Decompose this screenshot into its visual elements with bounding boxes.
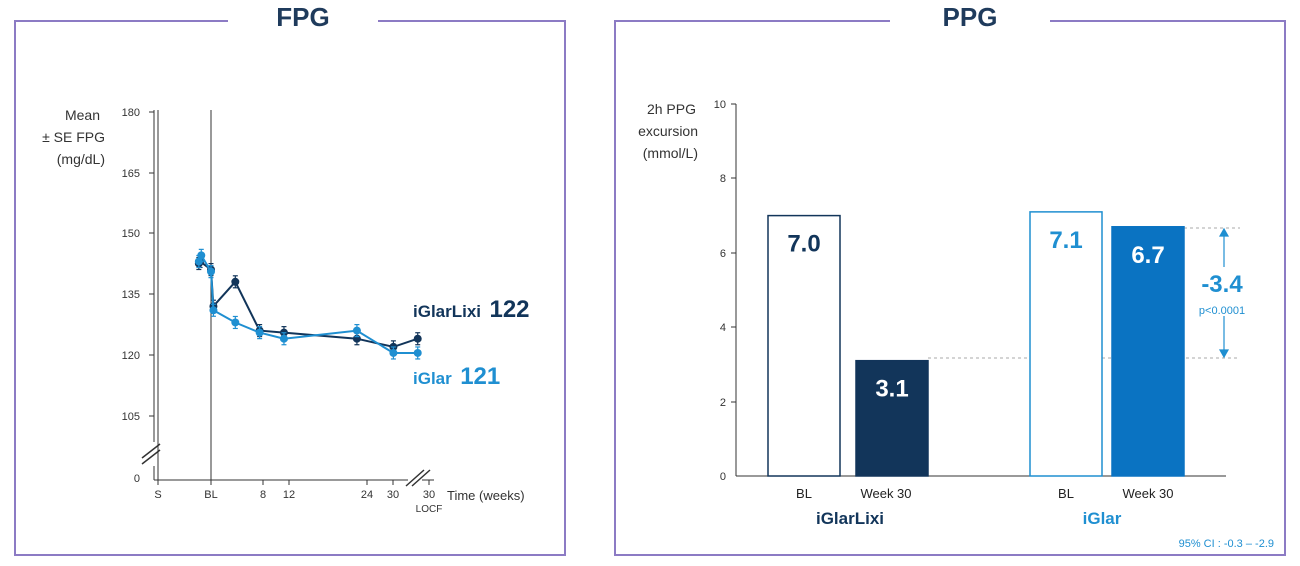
fpg-ytick-120: 120: [122, 350, 140, 362]
fpg-point: [413, 348, 422, 357]
ppg-ytick-8: 8: [720, 173, 726, 185]
fpg-y-break: [141, 443, 161, 465]
fpg-locf-label: LOCF: [416, 504, 443, 515]
fpg-point: [207, 267, 215, 276]
fpg-ytick-165: 165: [122, 168, 140, 180]
ppg-group-iglar: iGlar: [1083, 509, 1122, 528]
ppg-ylabel-line1: 2h PPG: [647, 101, 696, 117]
fpg-xlabel: Time (weeks): [447, 488, 525, 503]
fpg-yticks: 180 165 150 135 120 105 0: [122, 107, 154, 485]
fpg-ytick-180: 180: [122, 107, 140, 119]
fpg-line-0: [197, 260, 419, 348]
ppg-ci-label: 95% CI : -0.3 – -2.9: [1179, 538, 1274, 550]
fpg-xtick-bl: BL: [204, 489, 217, 501]
fpg-xtick-12: 12: [283, 489, 295, 501]
fpg-ytick-0: 0: [134, 473, 140, 485]
ppg-title-rule-right: [1042, 20, 1286, 22]
fpg-label-iglar-value: 121: [460, 363, 500, 390]
fpg-point: [255, 328, 264, 337]
fpg-point: [231, 318, 240, 327]
fpg-label-iglar-name: iGlar: [413, 369, 452, 388]
ppg-chart: 2h PPG excursion (mmol/L) 10 8 6 4 2 0 7…: [638, 99, 1274, 550]
fpg-xtick-s: S: [154, 489, 161, 501]
fpg-xtick-24: 24: [361, 489, 373, 501]
ppg-ytick-6: 6: [720, 248, 726, 260]
fpg-ytick-150: 150: [122, 228, 140, 240]
ppg-group-iglarlixi: iGlarLixi: [816, 509, 884, 528]
fpg-ylabel-line1: Mean: [65, 107, 100, 123]
fpg-ylabel: Mean ± SE FPG (mg/dL): [42, 107, 105, 167]
ppg-p-label: p<0.0001: [1199, 305, 1245, 317]
ppg-bar-value-0: 7.0: [787, 231, 820, 258]
fpg-label-iglarlixi-name: iGlarLixi: [413, 302, 481, 321]
ppg-ytick-10: 10: [714, 99, 726, 111]
fpg-line-1: [197, 253, 418, 354]
fpg-chart: Mean ± SE FPG (mg/dL) 180 165 150 135 12…: [42, 107, 530, 515]
fpg-point: [209, 306, 218, 315]
fpg-series-iglarlixi: [194, 254, 422, 354]
ppg-category-labels: BL Week 30 BL Week 30: [796, 486, 1173, 501]
ppg-bar-value-1: 3.1: [875, 376, 908, 403]
fpg-title-rule-left: [14, 20, 218, 22]
ppg-bar-value-3: 6.7: [1131, 242, 1164, 269]
fpg-point: [389, 348, 398, 357]
fpg-label-iglar: iGlar 121: [413, 363, 500, 390]
ppg-cat-iglar-week30: Week 30: [1122, 486, 1173, 501]
fpg-point: [279, 334, 288, 343]
ppg-title-rule-left: [614, 20, 880, 22]
ppg-ytick-2: 2: [720, 397, 726, 409]
ppg-title: PPG: [890, 2, 1050, 33]
fpg-title-rule-right: [378, 20, 566, 22]
ppg-bars: 7.0 3.1 7.1 6.7: [767, 211, 1185, 477]
ppg-bar-value-2: 7.1: [1049, 227, 1082, 254]
fpg-x-break: [405, 469, 431, 487]
ppg-diff-label: -3.4: [1201, 271, 1243, 298]
ppg-bar-3: [1111, 226, 1185, 477]
fpg-series-iglar: [194, 248, 422, 360]
fpg-ytick-105: 105: [122, 411, 140, 423]
ppg-cat-iglarlixi-week30: Week 30: [860, 486, 911, 501]
fpg-point: [413, 334, 422, 343]
ppg-cat-iglar-bl: BL: [1058, 486, 1074, 501]
ppg-diff-arrow: [1218, 227, 1230, 359]
ppg-ytick-4: 4: [720, 322, 726, 334]
fpg-xtick-30: 30: [387, 489, 399, 501]
fpg-xtick-30-locf: 30: [423, 489, 435, 501]
fpg-ylabel-line2: ± SE FPG: [42, 129, 105, 145]
fpg-xticks: S BL 8 12 24 30 30 LOCF: [154, 480, 442, 515]
fpg-point: [197, 251, 206, 260]
ppg-yticks: 10 8 6 4 2 0: [714, 99, 736, 483]
ppg-bar-0: [767, 214, 841, 477]
fpg-point: [231, 277, 240, 286]
ppg-ylabel: 2h PPG excursion (mmol/L): [638, 101, 698, 161]
fpg-title: FPG: [228, 2, 378, 33]
fpg-label-iglarlixi-value: 122: [489, 296, 529, 323]
ppg-ylabel-line2: excursion: [638, 123, 698, 139]
ppg-ylabel-line3: (mmol/L): [643, 145, 698, 161]
fpg-ytick-135: 135: [122, 289, 140, 301]
fpg-xtick-8: 8: [260, 489, 266, 501]
ppg-bar-2: [1029, 211, 1103, 477]
fpg-label-iglarlixi: iGlarLixi 122: [413, 296, 530, 323]
ppg-cat-iglarlixi-bl: BL: [796, 486, 812, 501]
ppg-ytick-0: 0: [720, 471, 726, 483]
fpg-ylabel-line3: (mg/dL): [57, 151, 105, 167]
fpg-point: [352, 326, 361, 335]
ppg-bar-1: [855, 359, 929, 477]
